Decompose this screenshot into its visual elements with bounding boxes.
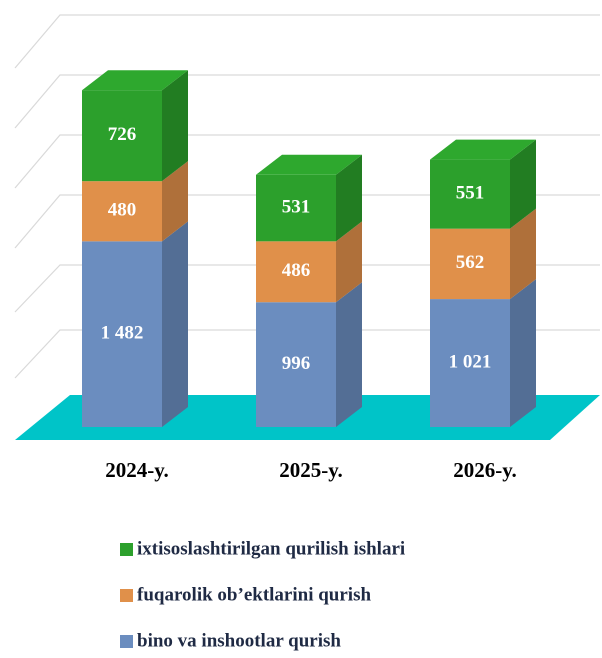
- data-label: 551: [456, 183, 485, 204]
- bar-side: [336, 154, 362, 242]
- data-label: 996: [282, 353, 311, 374]
- bar-side: [162, 70, 188, 182]
- bar-top: [82, 70, 188, 91]
- bar-side: [510, 208, 536, 300]
- data-label: 531: [282, 196, 311, 217]
- data-label: 480: [108, 200, 137, 221]
- bar-segment: [82, 181, 162, 242]
- data-label: 1 482: [101, 323, 144, 344]
- back-wall-grid: [14, 14, 600, 379]
- bar-segment: [256, 241, 336, 303]
- bar-segment: [430, 299, 510, 427]
- bar-side: [162, 161, 188, 242]
- legend-label: fuqarolik ob’ektlarini qurish: [137, 584, 371, 605]
- data-label: 1 021: [449, 351, 492, 372]
- bar-side: [336, 282, 362, 427]
- bar-side: [510, 139, 536, 229]
- bar-side: [162, 221, 188, 427]
- bar-segment: [256, 174, 336, 242]
- legend-label: ixtisoslashtirilgan qurilish ishlari: [137, 538, 405, 559]
- legend-swatch: [120, 543, 133, 556]
- legend-swatch: [120, 635, 133, 648]
- bar-segment: [256, 302, 336, 427]
- bar-top: [256, 154, 362, 175]
- bar-segment: [82, 241, 162, 427]
- x-tick-label: 2024-y.: [105, 458, 169, 482]
- data-label: 562: [456, 252, 485, 273]
- data-label: 726: [108, 124, 137, 145]
- bar-side: [336, 221, 362, 303]
- legend-swatch: [120, 589, 133, 602]
- bar-top: [430, 139, 536, 160]
- legend-label: bino va inshootlar qurish: [137, 630, 341, 651]
- bar-segment: [430, 228, 510, 300]
- x-tick-label: 2025-y.: [279, 458, 343, 482]
- x-tick-label: 2026-y.: [453, 458, 517, 482]
- data-label: 486: [282, 260, 311, 281]
- bar-side: [510, 279, 536, 427]
- bar-segment: [82, 90, 162, 182]
- bar-segment: [430, 159, 510, 229]
